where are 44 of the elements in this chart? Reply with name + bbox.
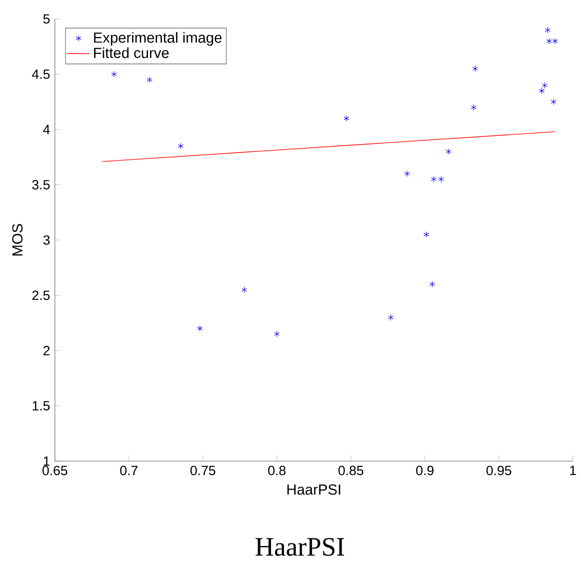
y-axis-title: MOS <box>12 224 23 256</box>
point <box>470 104 477 111</box>
point <box>472 66 478 72</box>
point <box>552 38 558 44</box>
x-tick-label: 0.85 <box>338 466 364 476</box>
y-tick-label: 4 <box>43 124 50 134</box>
point <box>446 148 452 155</box>
y-tick-label: 3 <box>43 235 50 245</box>
y-tick-label: 3.5 <box>32 180 50 190</box>
y-tick-label: 4.5 <box>32 70 50 79</box>
y-tick-label: 2.5 <box>32 290 50 300</box>
point <box>146 76 152 84</box>
point <box>274 330 280 338</box>
x-axis-title: HaarPSI <box>287 484 340 495</box>
x-tick-label: 0.9 <box>416 466 434 476</box>
point <box>430 176 437 182</box>
y-tick-label: 1 <box>44 456 50 466</box>
point <box>544 26 551 34</box>
x-tick-label: 0.8 <box>268 466 286 476</box>
legend-label: Experimental image <box>94 32 222 46</box>
point <box>550 98 556 106</box>
point <box>404 170 410 177</box>
x-tick-label: 0.7 <box>120 466 138 476</box>
point <box>546 38 552 44</box>
y-tick-label: 5 <box>43 14 50 24</box>
point <box>542 82 548 89</box>
x-tick-label: 1 <box>570 466 576 476</box>
x-tick-label: 0.65 <box>42 466 68 476</box>
point <box>242 286 248 294</box>
y-tick-label: 2 <box>43 346 50 356</box>
point <box>438 176 444 182</box>
y-tick-label: 1.5 <box>32 401 50 411</box>
point <box>424 231 430 238</box>
point <box>344 115 350 122</box>
point <box>429 281 436 288</box>
text: HaarPSI <box>256 538 344 556</box>
point <box>388 314 394 321</box>
x-tick-label: 0.95 <box>486 466 512 476</box>
point <box>197 325 203 332</box>
point <box>111 71 117 78</box>
legend-label: Fitted curve <box>94 47 169 58</box>
point <box>178 142 184 150</box>
x-tick-label: 0.75 <box>190 466 216 476</box>
point <box>538 88 545 94</box>
